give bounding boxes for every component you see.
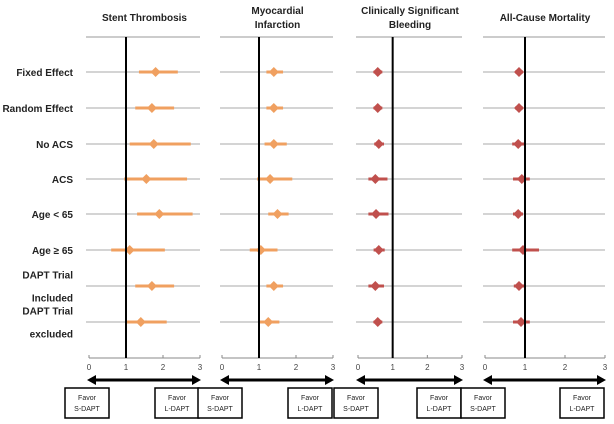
x-tick-label: 3 bbox=[460, 363, 465, 372]
favor-label: Favor bbox=[347, 395, 366, 402]
point-estimate bbox=[146, 281, 157, 291]
x-tick-label: 1 bbox=[124, 363, 129, 372]
point-estimate bbox=[372, 67, 383, 77]
x-tick-label: 2 bbox=[425, 363, 430, 372]
favor-label: S-DAPT bbox=[74, 406, 100, 413]
point-estimate bbox=[268, 103, 279, 113]
row-label: Age < 65 bbox=[32, 210, 74, 221]
arrow-right-head bbox=[325, 375, 334, 385]
panel-title: All-Cause Mortality bbox=[500, 13, 591, 24]
row-label: Fixed Effect bbox=[16, 68, 73, 79]
favor-l-dapt-box bbox=[416, 387, 462, 419]
point-estimate bbox=[154, 209, 165, 219]
favor-s-dapt-box bbox=[333, 387, 379, 419]
favor-label: L-DAPT bbox=[298, 406, 324, 413]
point-estimate bbox=[513, 139, 524, 149]
row-label: No ACS bbox=[36, 140, 73, 151]
point-estimate bbox=[150, 67, 161, 77]
favor-label: L-DAPT bbox=[427, 406, 453, 413]
point-estimate bbox=[272, 209, 283, 219]
favor-s-dapt-box bbox=[460, 387, 506, 419]
favor-s-dapt-box bbox=[197, 387, 243, 419]
favor-label: L-DAPT bbox=[165, 406, 191, 413]
row-label: DAPT Trial bbox=[22, 271, 73, 282]
point-estimate bbox=[255, 245, 266, 255]
arrow-left-head bbox=[483, 375, 492, 385]
point-estimate bbox=[518, 245, 528, 255]
panel-title: Infarction bbox=[255, 20, 301, 31]
point-estimate bbox=[268, 67, 279, 77]
point-estimate bbox=[146, 103, 157, 113]
x-tick-label: 3 bbox=[198, 363, 203, 372]
point-estimate bbox=[514, 103, 524, 113]
point-estimate bbox=[135, 317, 146, 327]
arrow-right-head bbox=[192, 375, 201, 385]
favor-label: L-DAPT bbox=[570, 406, 596, 413]
arrow-left-head bbox=[220, 375, 229, 385]
point-estimate bbox=[370, 281, 381, 291]
point-estimate bbox=[148, 139, 159, 149]
row-label: Age ≥ 65 bbox=[32, 246, 73, 257]
point-estimate bbox=[372, 317, 383, 327]
x-tick-label: 1 bbox=[257, 363, 262, 372]
panel-title: Stent Thrombosis bbox=[102, 13, 187, 24]
panel-title: Myocardial bbox=[251, 6, 303, 17]
x-tick-label: 1 bbox=[523, 363, 528, 372]
favor-label: S-DAPT bbox=[343, 406, 369, 413]
point-estimate bbox=[373, 245, 384, 255]
favor-l-dapt-box bbox=[287, 387, 333, 419]
favor-label: Favor bbox=[301, 395, 320, 402]
favor-label: S-DAPT bbox=[207, 406, 233, 413]
row-label: Included bbox=[32, 294, 73, 305]
favor-label: Favor bbox=[430, 395, 449, 402]
row-label: DAPT Trial bbox=[22, 307, 73, 318]
x-tick-label: 2 bbox=[161, 363, 166, 372]
point-estimate bbox=[516, 317, 526, 327]
point-estimate bbox=[370, 174, 381, 184]
panel-title: Clinically Significant bbox=[361, 6, 459, 17]
point-estimate bbox=[263, 317, 274, 327]
point-estimate bbox=[514, 281, 524, 291]
point-estimate bbox=[268, 281, 279, 291]
point-estimate bbox=[141, 174, 152, 184]
row-label: Random Effect bbox=[2, 104, 73, 115]
point-estimate bbox=[268, 139, 279, 149]
favor-label: Favor bbox=[78, 395, 97, 402]
point-estimate bbox=[124, 245, 135, 255]
favor-label: Favor bbox=[168, 395, 187, 402]
x-tick-label: 3 bbox=[603, 363, 608, 372]
x-tick-label: 0 bbox=[220, 363, 225, 372]
x-tick-label: 0 bbox=[483, 363, 488, 372]
arrow-left-head bbox=[87, 375, 96, 385]
favor-label: Favor bbox=[211, 395, 230, 402]
x-tick-label: 2 bbox=[294, 363, 299, 372]
arrow-left-head bbox=[356, 375, 365, 385]
point-estimate bbox=[513, 209, 524, 219]
point-estimate bbox=[371, 209, 382, 219]
x-tick-label: 1 bbox=[390, 363, 395, 372]
favor-label: Favor bbox=[573, 395, 592, 402]
favor-s-dapt-box bbox=[64, 387, 110, 419]
favor-label: S-DAPT bbox=[470, 406, 496, 413]
point-estimate bbox=[373, 139, 384, 149]
favor-l-dapt-box bbox=[154, 387, 200, 419]
favor-l-dapt-box bbox=[559, 387, 605, 419]
point-estimate bbox=[514, 67, 524, 77]
row-label: ACS bbox=[52, 175, 73, 186]
x-tick-label: 3 bbox=[331, 363, 336, 372]
favor-label: Favor bbox=[474, 395, 493, 402]
panel-title: Bleeding bbox=[389, 20, 431, 31]
point-estimate bbox=[372, 103, 383, 113]
point-estimate bbox=[265, 174, 276, 184]
x-tick-label: 0 bbox=[87, 363, 92, 372]
row-label: excluded bbox=[30, 330, 73, 341]
arrow-right-head bbox=[597, 375, 606, 385]
arrow-right-head bbox=[454, 375, 463, 385]
x-tick-label: 0 bbox=[356, 363, 361, 372]
x-tick-label: 2 bbox=[563, 363, 568, 372]
